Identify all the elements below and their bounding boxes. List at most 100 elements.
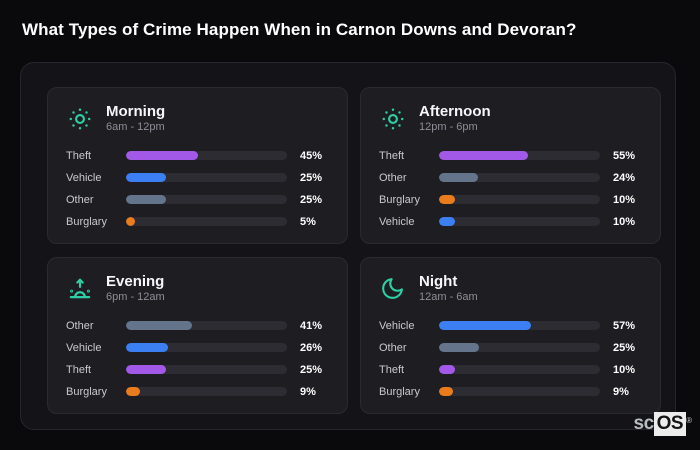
card-titles: Afternoon 12pm - 6pm — [419, 103, 491, 134]
bar-row: Burglary 5% — [66, 215, 332, 228]
bar-row: Theft 55% — [379, 149, 645, 162]
card-titles: Night 12am - 6am — [419, 273, 478, 304]
bar-track — [439, 217, 600, 226]
bar-fill — [439, 387, 454, 396]
card-titles: Morning 6am - 12pm — [106, 103, 165, 134]
row-label: Vehicle — [379, 215, 415, 228]
row-value: 24% — [613, 171, 636, 184]
card-subtitle: 6pm - 12am — [106, 291, 165, 303]
row-label: Vehicle — [66, 171, 102, 184]
row-value: 55% — [613, 149, 636, 162]
row-label: Other — [66, 193, 94, 206]
card-subtitle: 12am - 6am — [419, 291, 478, 303]
card-rows: Vehicle 57% Other 25% Theft 10% Burglary… — [379, 319, 645, 398]
row-value: 10% — [613, 363, 636, 376]
row-value: 9% — [613, 385, 629, 398]
bar-row: Other 24% — [379, 171, 645, 184]
bar-fill — [126, 321, 192, 330]
bar-fill — [126, 343, 168, 352]
card-titles: Evening 6pm - 12am — [106, 273, 165, 304]
card-title: Afternoon — [419, 103, 491, 120]
bar-row: Burglary 9% — [379, 385, 645, 398]
bar-row: Burglary 9% — [66, 385, 332, 398]
dashboard-panel: Morning 6am - 12pm Theft 45% Vehicle 25%… — [20, 62, 676, 430]
row-value: 57% — [613, 319, 636, 332]
row-value: 25% — [613, 341, 636, 354]
bar-row: Other 25% — [66, 193, 332, 206]
row-label: Theft — [379, 363, 405, 376]
bar-fill — [126, 365, 167, 374]
bar-fill — [439, 365, 456, 374]
card-rows: Theft 55% Other 24% Burglary 10% Vehicle… — [379, 149, 645, 228]
bar-track — [126, 195, 287, 204]
bar-fill — [126, 173, 167, 182]
card-title: Evening — [106, 273, 165, 290]
bar-row: Theft 10% — [379, 363, 645, 376]
sun-icon — [66, 105, 93, 132]
bar-track — [126, 217, 287, 226]
bar-fill — [439, 217, 456, 226]
bar-track — [439, 321, 600, 330]
bar-fill — [439, 151, 528, 160]
moon-icon — [379, 275, 406, 302]
card-night: Night 12am - 6am Vehicle 57% Other 25% T… — [360, 257, 661, 414]
bar-track — [439, 151, 600, 160]
bar-fill — [439, 343, 480, 352]
card-afternoon: Afternoon 12pm - 6pm Theft 55% Other 24%… — [360, 87, 661, 244]
bar-fill — [439, 195, 456, 204]
sunrise-icon — [66, 275, 93, 302]
row-label: Theft — [66, 363, 92, 376]
card-rows: Other 41% Vehicle 26% Theft 25% Burglary… — [66, 319, 332, 398]
row-value: 41% — [300, 319, 323, 332]
card-rows: Theft 45% Vehicle 25% Other 25% Burglary… — [66, 149, 332, 228]
row-value: 9% — [300, 385, 316, 398]
card-evening: Evening 6pm - 12am Other 41% Vehicle 26%… — [47, 257, 348, 414]
page-title: What Types of Crime Happen When in Carno… — [22, 20, 577, 39]
bar-row: Vehicle 25% — [66, 171, 332, 184]
bar-track — [126, 387, 287, 396]
registered-mark: ® — [686, 416, 692, 425]
bar-fill — [439, 321, 531, 330]
card-header: Afternoon 12pm - 6pm — [379, 103, 645, 134]
row-value: 25% — [300, 171, 323, 184]
row-label: Other — [379, 171, 407, 184]
bar-track — [439, 387, 600, 396]
bar-row: Vehicle 57% — [379, 319, 645, 332]
sun-icon — [379, 105, 406, 132]
bar-row: Other 25% — [379, 341, 645, 354]
bar-fill — [126, 151, 199, 160]
row-label: Theft — [66, 149, 92, 162]
bar-track — [439, 365, 600, 374]
card-header: Morning 6am - 12pm — [66, 103, 332, 134]
bar-fill — [126, 217, 135, 226]
row-value: 10% — [613, 215, 636, 228]
bar-track — [126, 173, 287, 182]
row-label: Other — [66, 319, 94, 332]
bar-track — [126, 365, 287, 374]
card-title: Night — [419, 273, 458, 290]
bar-track — [439, 343, 600, 352]
row-label: Vehicle — [66, 341, 102, 354]
bar-row: Burglary 10% — [379, 193, 645, 206]
row-label: Burglary — [66, 215, 107, 228]
card-header: Evening 6pm - 12am — [66, 273, 332, 304]
bar-track — [126, 151, 287, 160]
bar-track — [439, 173, 600, 182]
card-header: Night 12am - 6am — [379, 273, 645, 304]
logo-box: OS — [653, 412, 687, 436]
bar-row: Vehicle 10% — [379, 215, 645, 228]
bar-row: Other 41% — [66, 319, 332, 332]
row-value: 10% — [613, 193, 636, 206]
card-morning: Morning 6am - 12pm Theft 45% Vehicle 25%… — [47, 87, 348, 244]
bar-row: Theft 25% — [66, 363, 332, 376]
row-label: Burglary — [379, 385, 420, 398]
row-label: Other — [379, 341, 407, 354]
bar-fill — [126, 387, 141, 396]
row-value: 25% — [300, 363, 323, 376]
card-subtitle: 12pm - 6pm — [419, 121, 478, 133]
row-value: 25% — [300, 193, 323, 206]
bar-track — [126, 343, 287, 352]
row-value: 45% — [300, 149, 323, 162]
cards-grid: Morning 6am - 12pm Theft 45% Vehicle 25%… — [21, 63, 675, 430]
bar-track — [126, 321, 287, 330]
